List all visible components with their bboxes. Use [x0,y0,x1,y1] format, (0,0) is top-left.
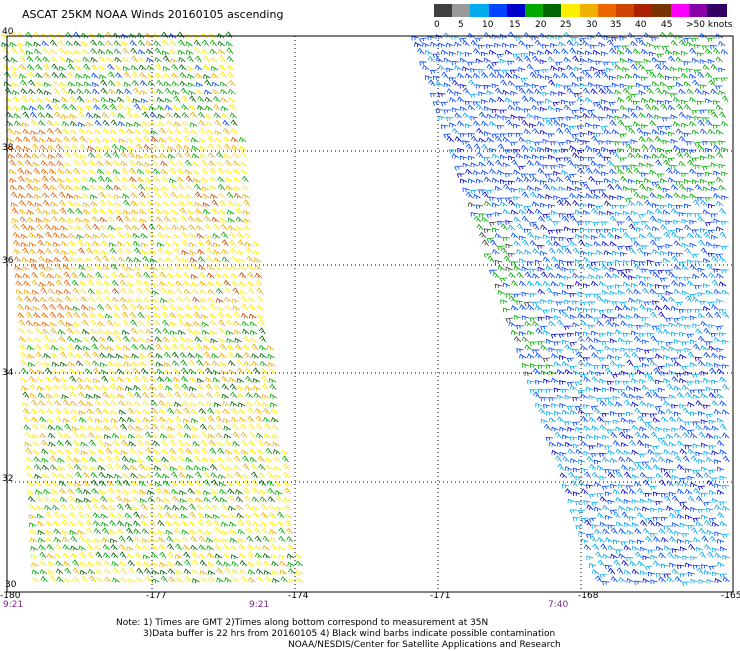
legend-swatch [616,4,636,17]
lon-label-180: -180 [0,591,21,601]
pass-time-label: 7:40 [548,600,569,610]
lat-label-38: 38 [2,143,14,153]
legend-swatch [488,4,509,17]
legend-label: >50 knots [686,20,733,30]
legend-swatch [470,4,491,17]
note-line-2: 3)Data buffer is 22 hrs from 20160105 4)… [143,629,556,639]
lon-label-168: -168 [578,591,599,601]
wind-barbs [0,31,730,587]
lat-label-34: 34 [2,368,14,378]
legend-label: 25 [560,20,572,30]
legend-swatch [707,4,727,17]
legend-label: 20 [535,20,547,30]
legend-label: 40 [635,20,647,30]
legend-label: 15 [509,20,521,30]
legend-swatch [525,4,545,17]
map-title: ASCAT 25KM NOAA Winds 20160105 ascending [22,8,284,21]
lon-label-177: -177 [146,591,167,601]
note-line-1: Note: 1) Times are GMT 2)Times along bot… [116,618,489,628]
legend-label: 30 [586,20,598,30]
legend-swatch [561,4,582,17]
map-frame [6,35,734,593]
lat-lon-grid [7,36,733,592]
legend-swatch [506,4,527,17]
lat-label-30: 30 [5,580,17,590]
pass-time-label: 9:21 [249,600,270,610]
legend-label: 45 [661,20,673,30]
pass-time-label: 9:21 [3,600,24,610]
legend-swatch [597,4,618,17]
legend-swatch [634,4,655,17]
lat-label-32: 32 [2,474,14,484]
legend-swatch [670,4,691,17]
legend-swatch [543,4,564,17]
legend-swatch [579,4,600,17]
legend-swatch [434,4,454,17]
legend-swatch [652,4,673,17]
lat-label-36: 36 [2,256,14,266]
legend-label: 10 [482,20,494,30]
legend-swatch [688,4,709,17]
lat-label-40: 40 [2,27,14,37]
legend-label: 5 [458,20,464,30]
lon-label-165: -165 [721,591,740,601]
lon-label-171: -171 [430,591,451,601]
legend-label: 35 [610,20,622,30]
legend-swatch [452,4,473,17]
lon-label-174: -174 [288,591,309,601]
note-line-3: NOAA/NESDIS/Center for Satellite Applica… [288,640,561,650]
legend-label: 0 [434,20,440,30]
